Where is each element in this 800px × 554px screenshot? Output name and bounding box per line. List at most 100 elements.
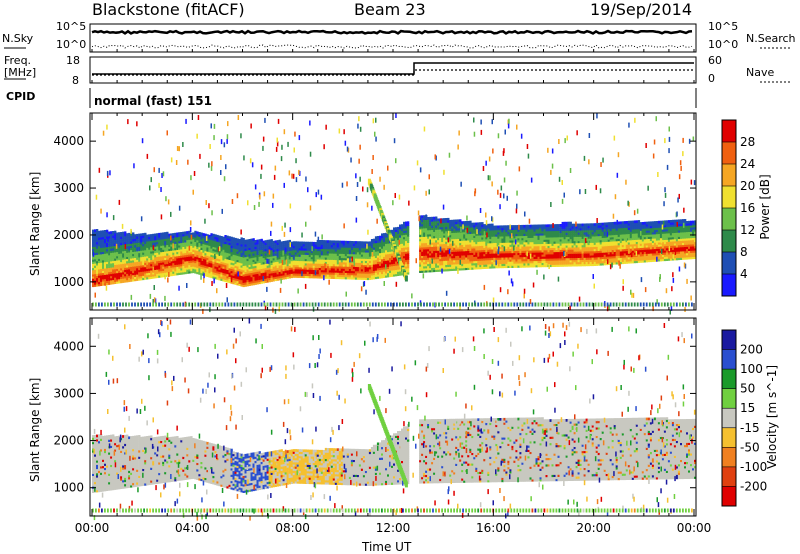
range-cell	[128, 275, 131, 278]
range-cell	[158, 275, 161, 278]
range-cell	[356, 241, 360, 244]
range-cell	[407, 221, 410, 224]
range-cell	[447, 217, 450, 221]
range-cell	[132, 274, 135, 278]
range-cell	[126, 258, 129, 262]
range-cell	[144, 268, 147, 272]
range-cell	[108, 248, 111, 252]
range-cell	[122, 259, 125, 262]
range-cell	[102, 240, 105, 244]
range-cell	[96, 258, 99, 262]
range-cell	[280, 241, 283, 245]
range-cell	[126, 237, 129, 241]
range-cell	[122, 252, 125, 256]
range-cell	[134, 249, 137, 252]
range-cell	[112, 231, 115, 234]
range-cell	[118, 244, 121, 248]
range-cell	[136, 240, 139, 243]
range-cell	[226, 235, 229, 239]
range-cell	[118, 270, 121, 273]
range-cell	[120, 253, 123, 256]
range-cell	[154, 258, 157, 262]
range-cell	[370, 239, 374, 242]
range-cell	[124, 265, 127, 268]
range-cell	[96, 231, 99, 234]
range-cell	[130, 262, 133, 265]
range-cell	[100, 258, 103, 261]
range-cell	[354, 241, 358, 244]
range-cell	[154, 246, 157, 249]
range-cell	[134, 261, 137, 265]
range-cell	[154, 260, 157, 264]
range-cell	[116, 238, 119, 242]
range-cell	[110, 254, 113, 258]
range-cell	[112, 273, 115, 276]
range-cell	[114, 239, 117, 242]
range-cell	[96, 241, 99, 245]
range-cell	[104, 230, 107, 233]
range-cell	[152, 233, 155, 237]
range-cell	[102, 276, 105, 280]
range-cell	[108, 282, 111, 285]
range-cell	[150, 276, 153, 279]
range-cell	[148, 276, 151, 280]
range-cell	[132, 270, 135, 274]
range-cell	[224, 235, 227, 238]
range-cell	[96, 271, 99, 274]
range-cell	[431, 216, 434, 220]
range-cell	[122, 257, 125, 260]
range-cell	[154, 263, 157, 266]
range-cell	[160, 236, 163, 240]
range-cell	[162, 232, 165, 236]
range-cell	[118, 276, 121, 280]
range-cell	[144, 277, 147, 280]
range-cell	[268, 239, 271, 243]
range-cell	[164, 263, 167, 267]
range-cell	[332, 240, 336, 244]
range-cell	[134, 236, 137, 239]
range-cell	[122, 263, 125, 266]
range-cell	[94, 269, 97, 273]
range-cell	[150, 274, 153, 277]
range-cell	[110, 241, 113, 245]
range-cell	[144, 275, 147, 278]
range-cell	[164, 251, 167, 254]
range-cell	[120, 238, 123, 241]
range-cell	[140, 269, 143, 272]
range-cell	[134, 257, 137, 261]
range-cell	[136, 274, 139, 277]
range-cell	[110, 246, 113, 249]
range-cell	[549, 224, 552, 227]
range-cell	[126, 269, 129, 272]
range-cell	[124, 231, 127, 235]
range-cell	[148, 255, 151, 259]
range-cell	[144, 260, 147, 263]
range-cell	[136, 278, 139, 281]
range-cell	[102, 249, 105, 252]
range-cell	[200, 232, 203, 236]
range-cell	[557, 224, 560, 227]
range-cell	[136, 250, 139, 254]
range-cell	[152, 242, 155, 245]
range-cell	[106, 276, 109, 279]
range-cell	[124, 252, 127, 256]
range-cell	[148, 234, 151, 237]
range-cell	[140, 258, 143, 262]
range-cell	[102, 268, 105, 271]
range-cell	[340, 240, 344, 244]
range-cell	[96, 281, 99, 285]
range-cell	[112, 264, 115, 268]
range-cell	[126, 235, 129, 238]
range-cell	[100, 262, 103, 265]
range-cell	[112, 281, 115, 285]
range-cell	[114, 237, 117, 240]
range-cell	[288, 239, 291, 243]
range-cell	[142, 254, 145, 257]
range-cell	[507, 225, 510, 228]
range-cell	[108, 244, 111, 247]
range-cell	[156, 256, 159, 260]
range-cell	[110, 279, 113, 283]
range-cell	[543, 224, 546, 228]
range-cell	[114, 253, 117, 257]
range-cell	[104, 259, 107, 263]
